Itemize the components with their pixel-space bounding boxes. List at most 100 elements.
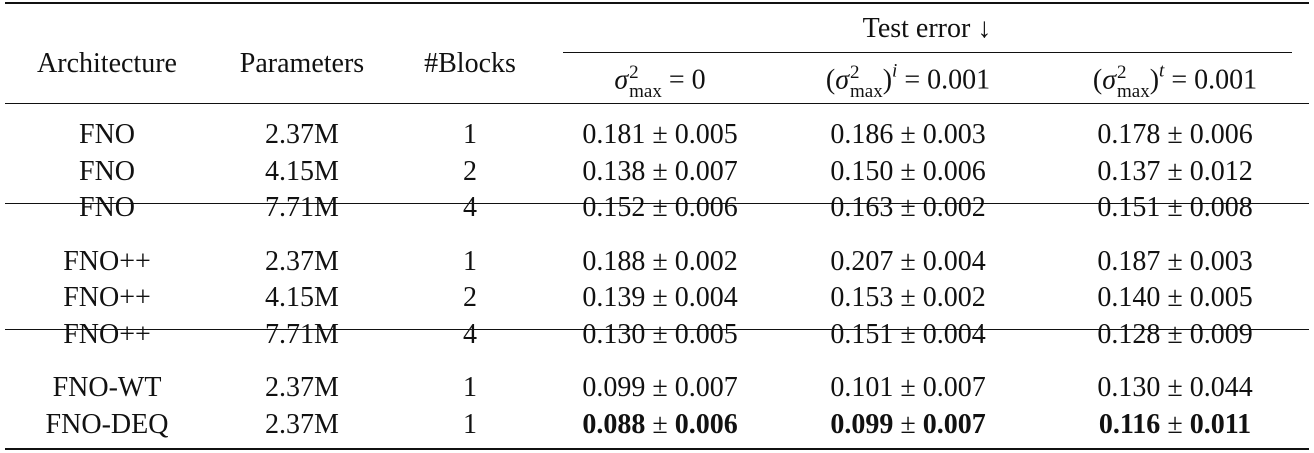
blocks-cell: 1 [463, 119, 477, 150]
error-mean: 0.178 [1097, 119, 1161, 150]
blocks-cell: 1 [463, 372, 477, 403]
error-mean: 0.140 [1097, 282, 1161, 313]
blocks-cell: 2 [463, 155, 477, 187]
paren: ( [1092, 64, 1103, 96]
error-mean: 0.186 [830, 119, 894, 150]
subscript: max [1117, 81, 1150, 102]
pm-symbol: ± [1167, 245, 1183, 277]
pm-symbol: ± [900, 282, 916, 313]
superscript: 2 [629, 62, 639, 83]
pm-symbol: ± [900, 155, 916, 187]
blocks-cell: 4 [463, 192, 477, 223]
subscript: max [850, 81, 883, 102]
pm-symbol: ± [900, 192, 916, 223]
pm-symbol: ± [652, 408, 668, 440]
error-mean: 0.128 [1097, 318, 1161, 350]
pm-symbol: ± [652, 155, 668, 187]
error-cell: 0.137 ±0.012 [1097, 155, 1252, 187]
group-rule [5, 202, 1309, 204]
pm-symbol: ± [652, 372, 668, 403]
error-std: 0.004 [922, 245, 986, 277]
error-std: 0.002 [922, 282, 986, 313]
pm-symbol: ± [1167, 372, 1183, 403]
paren: ) [882, 64, 893, 96]
symbol: σ [614, 64, 629, 96]
superscript: i [892, 60, 898, 82]
error-std: 0.003 [1189, 245, 1253, 277]
header-cell: (σ 2 max)i = 0.001 [825, 60, 991, 102]
pm-symbol: ± [652, 282, 668, 313]
error-cell: 0.130 ±0.005 [582, 318, 738, 350]
error-cell: 0.151 ±0.004 [830, 318, 986, 350]
error-mean: 0.101 [830, 372, 894, 403]
pm-symbol: ± [652, 192, 668, 223]
error-mean: 0.152 [582, 192, 646, 223]
error-cell: 0.163 ±0.002 [830, 194, 985, 222]
error-cell: 0.152 ±0.006 [582, 194, 737, 222]
parameters-cell: 2.37M [265, 119, 339, 150]
pm-symbol: ± [1167, 282, 1183, 313]
error-cell: 0.139 ±0.004 [582, 284, 737, 312]
error-std: 0.007 [674, 155, 738, 187]
error-cell: 0.088 ±0.006 [582, 408, 737, 440]
paren: ) [1149, 64, 1160, 96]
pm-symbol: ± [900, 119, 916, 150]
error-mean: 0.163 [830, 192, 894, 223]
error-mean: 0.153 [830, 282, 894, 313]
error-mean: 0.187 [1097, 245, 1161, 277]
error-mean: 0.116 [1098, 408, 1161, 440]
error-mean: 0.130 [1097, 372, 1161, 403]
error-mean: 0.099 [582, 372, 646, 403]
error-std: 0.005 [674, 318, 738, 350]
parameters-cell: 7.71M [265, 318, 339, 350]
error-cell: 0.128 ±0.009 [1097, 318, 1252, 350]
pm-symbol: ± [1167, 408, 1183, 440]
error-cell: 0.138 ±0.007 [582, 155, 738, 187]
error-cell: 0.130 ±0.044 [1097, 374, 1252, 402]
error-std: 0.004 [922, 318, 986, 350]
header-cell: σ 2 max = 0 [614, 63, 705, 101]
header-cell: Parameters [239, 48, 365, 79]
superscript: 2 [1117, 62, 1127, 83]
header-rule [563, 52, 1292, 53]
group-rule [5, 329, 1309, 330]
error-mean: 0.137 [1097, 155, 1161, 187]
pm-symbol: ± [652, 119, 668, 150]
equation-rest: = 0.001 [897, 64, 991, 96]
blocks-cell: 4 [463, 318, 477, 350]
superscript: 2 [850, 62, 860, 83]
pm-symbol: ± [900, 318, 916, 350]
error-std: 0.007 [922, 372, 986, 403]
error-cell: 0.099 ±0.007 [582, 374, 737, 402]
error-cell: 0.099 ±0.007 [830, 408, 985, 440]
script: 2 max [629, 63, 662, 101]
header-cell: Architecture [37, 48, 177, 79]
parameters-cell: 4.15M [265, 282, 339, 313]
error-mean: 0.130 [582, 318, 646, 350]
parameters-cell: 2.37M [265, 372, 339, 403]
error-cell: 0.178 ±0.006 [1097, 121, 1252, 149]
error-cell: 0.186 ±0.003 [830, 121, 985, 149]
architecture-cell: FNO [78, 192, 136, 223]
error-mean: 0.188 [582, 245, 646, 277]
error-std: 0.003 [922, 119, 986, 150]
error-mean: 0.150 [830, 155, 894, 187]
error-mean: 0.207 [830, 245, 894, 277]
script: 2 max [1117, 63, 1150, 101]
header-cell: (σ 2 max)t = 0.001 [1092, 61, 1258, 101]
error-cell: 0.101 ±0.007 [830, 374, 985, 402]
symbol: σ [835, 64, 850, 96]
error-std: 0.005 [674, 119, 738, 150]
error-mean: 0.181 [582, 119, 646, 150]
architecture-cell: FNO [78, 119, 136, 150]
error-mean: 0.151 [1097, 192, 1161, 223]
header-cell: #Blocks [424, 48, 516, 79]
architecture-cell: FNO++ [63, 318, 151, 350]
error-cell: 0.181 ±0.005 [582, 121, 737, 149]
equation-rest: = 0.001 [1164, 64, 1258, 96]
blocks-cell: 1 [463, 245, 477, 277]
paren: ( [825, 64, 836, 96]
pm-symbol: ± [900, 408, 916, 440]
error-std: 0.002 [674, 245, 738, 277]
parameters-cell: 4.15M [265, 155, 339, 187]
